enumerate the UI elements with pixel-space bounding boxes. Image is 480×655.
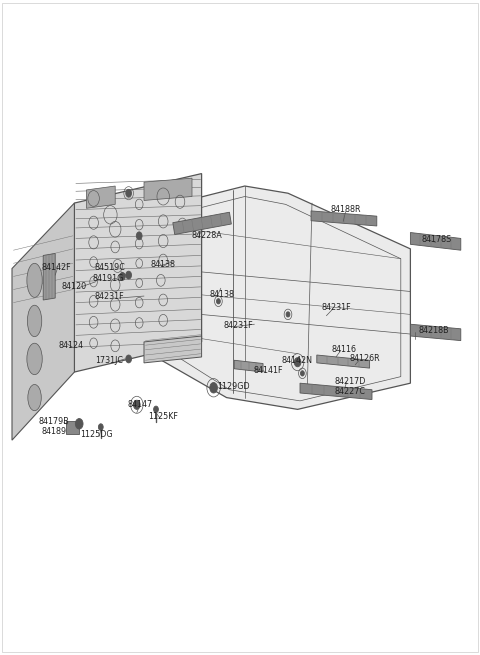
Circle shape [216,299,220,304]
Polygon shape [410,324,461,341]
Text: 84191G: 84191G [92,274,124,283]
Polygon shape [86,186,115,208]
Circle shape [300,371,304,376]
Polygon shape [410,233,461,250]
Text: 84142F: 84142F [42,263,72,272]
Text: 84126R: 84126R [349,354,380,364]
Text: 84218B: 84218B [418,326,449,335]
Circle shape [136,232,142,240]
Text: 84519C: 84519C [95,263,126,272]
Polygon shape [43,253,55,300]
Circle shape [75,419,83,429]
Ellipse shape [27,305,42,337]
Circle shape [126,271,132,279]
Circle shape [154,406,158,413]
Circle shape [294,358,301,367]
Text: 84227C: 84227C [335,387,366,396]
Text: 1129GD: 1129GD [217,382,250,391]
Text: 84231F: 84231F [224,321,253,330]
Text: 84189: 84189 [42,427,67,436]
Polygon shape [173,212,231,234]
Text: 84116: 84116 [331,345,356,354]
Ellipse shape [28,384,41,411]
Text: 84188R: 84188R [330,205,361,214]
Circle shape [210,383,217,393]
Polygon shape [66,421,79,434]
Circle shape [126,355,132,363]
Circle shape [120,272,125,280]
Circle shape [133,400,140,409]
Text: 84217D: 84217D [335,377,366,386]
Text: 84141F: 84141F [253,365,283,375]
Polygon shape [234,360,263,372]
Polygon shape [131,186,410,409]
Text: 84138: 84138 [151,260,176,269]
Ellipse shape [27,263,42,297]
Polygon shape [144,336,202,363]
Text: 84179B: 84179B [39,417,70,426]
Text: 84228A: 84228A [191,231,222,240]
Circle shape [98,424,103,430]
Text: 84138: 84138 [210,290,235,299]
Text: 84231F: 84231F [321,303,351,312]
Text: 1731JC: 1731JC [96,356,123,365]
Polygon shape [317,355,370,368]
Text: 84147: 84147 [128,400,153,409]
Polygon shape [142,196,401,401]
Polygon shape [311,211,377,226]
Text: 84178S: 84178S [421,234,452,244]
Polygon shape [144,178,192,200]
Text: 84120: 84120 [62,282,87,291]
Polygon shape [12,203,74,440]
Polygon shape [300,383,372,400]
Text: 1125KF: 1125KF [148,412,178,421]
Circle shape [286,312,290,317]
Text: 1125DG: 1125DG [80,430,112,440]
Ellipse shape [27,343,42,375]
Text: 84142N: 84142N [281,356,312,365]
Text: 84231F: 84231F [95,291,124,301]
Polygon shape [74,174,202,372]
Text: 84124: 84124 [59,341,84,350]
Circle shape [126,189,132,197]
